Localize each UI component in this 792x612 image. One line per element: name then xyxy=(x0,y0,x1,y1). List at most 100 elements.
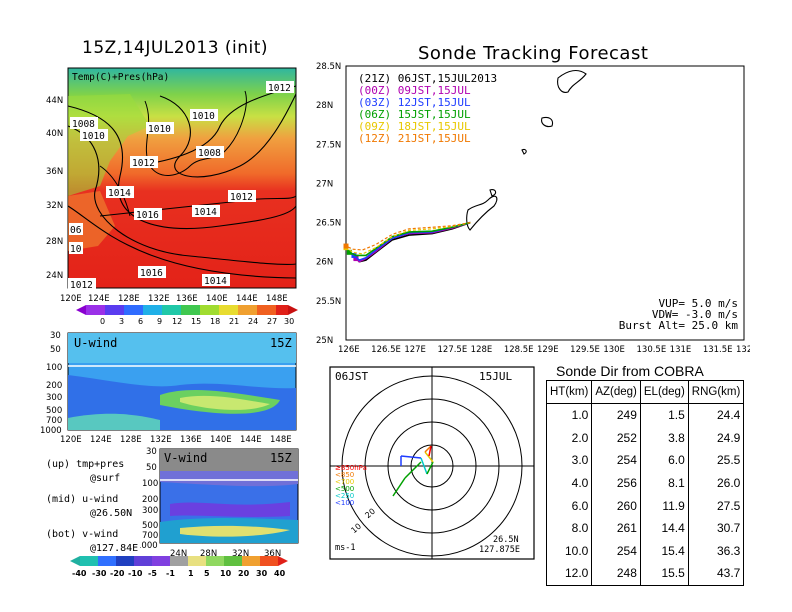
svg-text:20: 20 xyxy=(238,569,250,578)
legend-line: @surf xyxy=(90,472,121,484)
svg-text:-1: -1 xyxy=(166,569,175,578)
svg-text:1012: 1012 xyxy=(70,280,93,291)
level-label: <250 xyxy=(335,492,354,500)
table-cell: 249 xyxy=(591,403,641,427)
table-row: 12.0 248 15.5 43.7 xyxy=(545,562,745,586)
legend-entry: (12Z) 21JST,15JUL xyxy=(358,132,471,145)
table-cell: 25.5 xyxy=(687,449,745,472)
table-row: 10.0 254 15.4 36.3 xyxy=(545,539,745,563)
svg-text:-10: -10 xyxy=(128,569,143,578)
svg-text:36N: 36N xyxy=(46,167,63,177)
table-cell: 3.8 xyxy=(639,426,689,450)
svg-text:24N: 24N xyxy=(170,549,187,559)
table-cell: 43.7 xyxy=(687,562,745,586)
x-tick-label: 128.5E xyxy=(504,345,534,355)
svg-text:100: 100 xyxy=(142,479,158,489)
svg-text:1014: 1014 xyxy=(194,207,217,218)
x-tick-label: 129E xyxy=(537,345,559,355)
svg-text:10: 10 xyxy=(220,569,232,578)
table-cell: 254 xyxy=(591,539,641,563)
col-header: RNG(km) xyxy=(687,380,745,404)
level-label: <500 xyxy=(335,485,354,493)
table-row: 8.0 261 14.4 30.7 xyxy=(545,516,745,540)
svg-text:40: 40 xyxy=(274,569,286,578)
svg-text:0: 0 xyxy=(100,317,105,326)
track-end-marker xyxy=(346,249,352,255)
x-tick-label: 131E xyxy=(670,345,692,355)
svg-text:124E: 124E xyxy=(90,435,112,445)
svg-text:40N: 40N xyxy=(46,129,63,139)
col-header: AZ(deg) xyxy=(591,380,641,404)
svg-text:06: 06 xyxy=(70,225,82,236)
table-title: Sonde Dir from COBRA xyxy=(556,363,704,379)
svg-text:9: 9 xyxy=(157,317,162,326)
svg-text:-20: -20 xyxy=(110,569,125,578)
level-label: <100 xyxy=(335,499,354,507)
table-cell: 15.5 xyxy=(639,562,689,586)
svg-text:148E: 148E xyxy=(266,294,288,304)
track-legend: (21Z) 06JST,15JUL2013 (00Z) 09JST,15JUL … xyxy=(358,73,497,145)
legend-entry: (09Z) 18JST,15JUL xyxy=(358,120,471,133)
x-tick-label: 130E xyxy=(603,345,625,355)
col-header: HT(km) xyxy=(545,380,593,404)
svg-text:120E: 120E xyxy=(60,435,82,445)
table-cell: 14.4 xyxy=(639,516,689,540)
svg-text:18: 18 xyxy=(210,317,220,326)
polar-time: 06JST xyxy=(335,370,368,383)
y-tick-label: 28N xyxy=(316,101,333,111)
uwind-time: 15Z xyxy=(270,336,292,350)
table-cell: 8.1 xyxy=(639,471,689,495)
svg-text:-30: -30 xyxy=(92,569,107,578)
info-vdw: VDW= -3.0 m/s xyxy=(651,308,738,321)
table-cell: 4.0 xyxy=(545,471,593,495)
table-cell: 24.4 xyxy=(687,403,745,427)
svg-text:1010: 1010 xyxy=(148,124,171,135)
track-chart: 126E 126.5E 127E 127.5E 128E 128.5E 129E 129.5E… xyxy=(316,62,750,355)
svg-text:32N: 32N xyxy=(232,549,249,559)
legend-line: (bot) v-wind xyxy=(46,529,119,540)
svg-text:1: 1 xyxy=(188,569,194,578)
table-row: 6.0 260 11.9 27.5 xyxy=(545,494,745,517)
polar-panel: 20 10 06JST 15JUL ms-1 26.5N 127.875E ≥8… xyxy=(329,366,535,560)
svg-text:3: 3 xyxy=(119,317,124,326)
svg-text:1012: 1012 xyxy=(230,192,253,203)
surface-map: Temp(C)+Pres(hPa) 1012 1008 1010 1010 10… xyxy=(46,67,298,326)
table-cell: 2.0 xyxy=(545,426,593,450)
table-cell: 260 xyxy=(591,494,641,517)
table-cell: 1.0 xyxy=(545,403,593,427)
svg-text:-40: -40 xyxy=(72,569,87,578)
y-tick-label: 26N xyxy=(316,258,333,268)
table-cell: 27.5 xyxy=(687,494,745,517)
svg-text:200: 200 xyxy=(142,495,158,505)
svg-text:1008: 1008 xyxy=(72,119,95,130)
track-info: VUP= 5.0 m/s VDW= -3.0 m/s Burst Alt= 25… xyxy=(618,298,738,331)
col-header: EL(deg) xyxy=(639,380,689,404)
legend-entry: (06Z) 15JST,15JUL xyxy=(358,108,471,121)
svg-text:300: 300 xyxy=(46,393,62,403)
svg-text:1012: 1012 xyxy=(268,83,291,94)
x-tick-label: 127.5E xyxy=(438,345,468,355)
polar-date: 15JUL xyxy=(479,370,512,383)
svg-text:1016: 1016 xyxy=(136,210,159,221)
track-title: Sonde Tracking Forecast xyxy=(418,43,649,64)
svg-text:144E: 144E xyxy=(240,435,262,445)
legend-entry: (03Z) 12JST,15JUL xyxy=(358,96,471,109)
svg-text:24: 24 xyxy=(248,317,258,326)
svg-text:140E: 140E xyxy=(210,435,232,445)
svg-text:200: 200 xyxy=(46,381,62,391)
svg-text:128E: 128E xyxy=(120,435,142,445)
table-cell: 30.7 xyxy=(687,516,745,540)
table-cell: 8.0 xyxy=(545,516,593,540)
table-row: 4.0 256 8.1 26.0 xyxy=(545,471,745,495)
svg-text:36N: 36N xyxy=(264,549,281,559)
svg-text:700: 700 xyxy=(142,531,158,541)
polar-lat: 26.5N xyxy=(493,535,519,545)
svg-text:10: 10 xyxy=(70,244,82,255)
svg-text:132E: 132E xyxy=(150,435,172,445)
svg-text:128E: 128E xyxy=(118,294,140,304)
legend-line: @127.84E xyxy=(90,542,139,554)
svg-text:50: 50 xyxy=(50,345,61,355)
legend-entry: (21Z) 06JST,15JUL2013 xyxy=(358,72,498,85)
